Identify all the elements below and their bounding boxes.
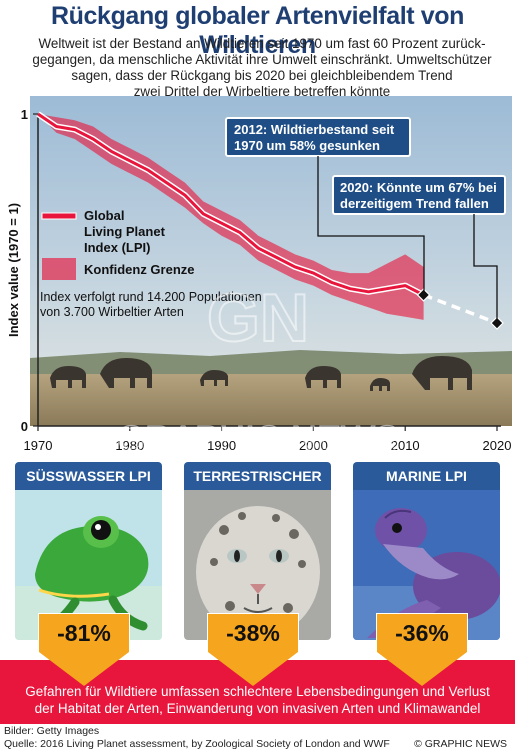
- projection-line: [422, 293, 498, 325]
- chart-subtitle: Weltweit ist der Bestand an Wildtieren s…: [22, 36, 502, 100]
- annotation-2020: 2020: Könnte um 67% bei derzeitigem Tren…: [332, 175, 506, 320]
- x-tick-label: 1980: [115, 438, 144, 453]
- watermark-text: GRAPHIC NEWS: [117, 418, 399, 459]
- chart-note-line: Index verfolgt rund 14.200 Populationen: [40, 290, 262, 304]
- threats-line: Gefahren für Wildtiere umfassen schlecht…: [25, 684, 490, 699]
- legend-label-lpi-3: Index (LPI): [84, 240, 150, 255]
- subtitle-line: sagen, dass der Rückgang bis 2020 bei gl…: [71, 68, 453, 83]
- x-tick-label: 2020: [483, 438, 512, 453]
- watermark-logo: GN: [207, 280, 309, 356]
- chart-note-line: von 3.700 Wirbeltier Arten: [40, 305, 184, 319]
- panel-label: TERRESTRISCHER LPI: [184, 462, 331, 512]
- annotation-2012-line: 1970 um 58% gesunken: [234, 138, 380, 153]
- source-credit: Quelle: 2016 Living Planet assessment, b…: [4, 738, 390, 750]
- image-credit: Bilder: Getty Images: [4, 725, 100, 737]
- subtitle-line: zwei Drittel der Wirbeltiere betreffen k…: [133, 84, 391, 99]
- annotation-marker: [490, 316, 504, 330]
- y-axis-label: Index value (1970 = 1): [6, 203, 21, 337]
- x-tick-label: 2010: [391, 438, 420, 453]
- percentage-arrows-overlay: [39, 614, 467, 686]
- legend-swatch-confidence: [42, 258, 76, 280]
- line-chart: 1970 1980 1990 2000 2010 2020 0 1 Index value (1…: [6, 96, 512, 460]
- x-tick-label: 1970: [24, 438, 53, 453]
- lpi-line-layer: [36, 111, 498, 325]
- legend-label-lpi-1: Global: [84, 208, 124, 223]
- subtitle-line: gegangen, da menschliche Aktivität ihre …: [32, 52, 492, 67]
- terrestrial-percentage: -38%: [226, 620, 280, 646]
- threats-text: Gefahren für Wildtiere umfassen schlecht…: [10, 683, 505, 717]
- x-tick-label: 2000: [299, 438, 328, 453]
- annotation-2020-line: 2020: Könnte um 67% bei: [340, 180, 497, 195]
- y-tick-label: 0: [21, 419, 28, 434]
- legend-label-confidence: Konfidenz Grenze: [84, 262, 195, 277]
- annotation-2020-line: derzeitigem Trend fallen: [340, 196, 489, 211]
- graphic-news-watermark: GN GRAPHIC NEWS: [116, 279, 399, 460]
- threats-line: der Habitat der Arten, Einwanderung von …: [34, 701, 481, 716]
- lpi-line: [37, 112, 425, 297]
- x-tick-label: 1990: [207, 438, 236, 453]
- panel-label: MARINE LPI: [353, 462, 500, 490]
- annotation-2020-leader: [473, 214, 498, 320]
- marine-percentage: -36%: [395, 620, 449, 646]
- freshwater-percentage: -81%: [57, 620, 111, 646]
- legend-label-lpi-2: Living Planet: [84, 224, 166, 239]
- chart-legend: Global Living Planet Index (LPI) Konfide…: [41, 208, 195, 280]
- y-tick-label: 1: [21, 107, 28, 122]
- annotation-marker: [416, 288, 431, 302]
- annotation-2012-leader: [317, 156, 425, 292]
- panel-label: SÜSSWASSER LPI: [15, 462, 162, 490]
- annotation-2012: 2012: Wildtierbestand seit 1970 um 58% g…: [225, 117, 425, 292]
- marker-layer: [416, 288, 504, 330]
- legend-swatch-lpi: [41, 212, 77, 220]
- annotation-2012-line: 2012: Wildtierbestand seit: [234, 122, 395, 137]
- subtitle-line: Weltweit ist der Bestand an Wildtieren s…: [38, 36, 486, 51]
- chart-title: Rückgang globaler Artenvielfalt von Wild…: [51, 2, 464, 59]
- chart-axes: 1970 1980 1990 2000 2010 2020 0 1 Index value (1…: [6, 107, 511, 453]
- brand-credit: © GRAPHIC NEWS: [414, 738, 507, 750]
